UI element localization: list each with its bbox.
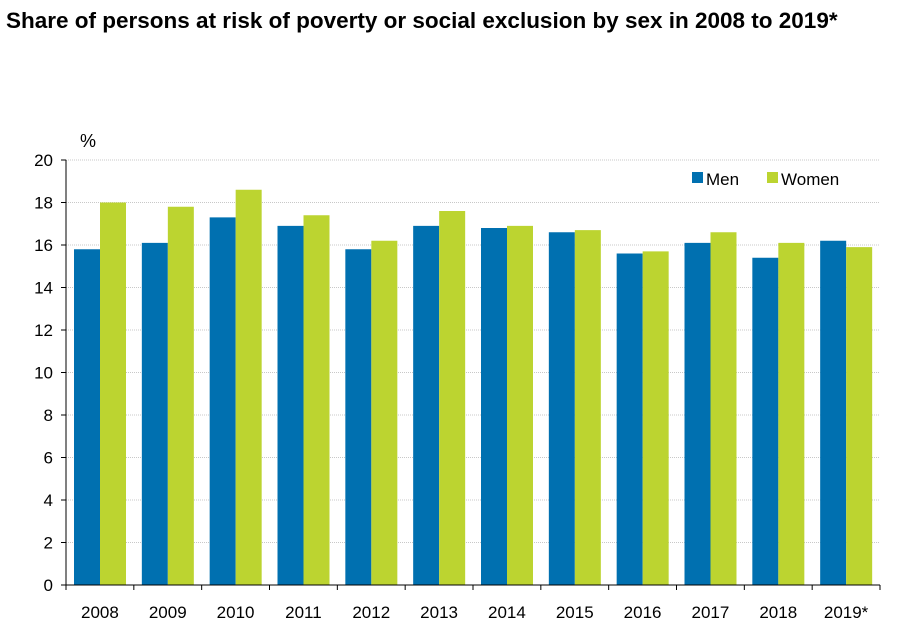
y-tick-label: 20 <box>34 151 53 170</box>
y-tick-label: 0 <box>44 576 53 595</box>
bar-men-2016 <box>616 253 643 585</box>
bar-women-2013 <box>439 211 466 585</box>
bar-women-2015 <box>574 230 601 585</box>
bar-women-2019* <box>846 247 873 585</box>
x-tick-label: 2019* <box>824 603 869 622</box>
y-tick-label: 18 <box>34 194 53 213</box>
x-tick-label: 2017 <box>692 603 730 622</box>
bar-men-2018 <box>752 257 779 585</box>
bar-men-2017 <box>684 242 711 585</box>
bar-men-2019* <box>820 240 847 585</box>
bar-men-2012 <box>345 249 372 585</box>
bar-women-2014 <box>507 225 533 585</box>
x-tick-label: 2008 <box>81 603 119 622</box>
x-tick-label: 2012 <box>352 603 390 622</box>
bar-women-2008 <box>100 202 126 585</box>
bar-men-2011 <box>277 225 304 585</box>
bar-women-2010 <box>235 189 262 585</box>
gridlines <box>66 159 880 543</box>
y-axis-unit-label: % <box>80 131 96 151</box>
bar-women-2011 <box>303 215 330 585</box>
y-tick-label: 14 <box>34 279 53 298</box>
legend-women-label: Women <box>781 170 839 189</box>
x-tick-label: 2015 <box>556 603 594 622</box>
y-tick-label: 2 <box>44 534 53 553</box>
legend-women-swatch <box>767 172 778 183</box>
bar-women-2012 <box>371 240 398 585</box>
x-tick-label: 2018 <box>759 603 797 622</box>
y-tick-label: 6 <box>44 449 53 468</box>
x-tick-label: 2016 <box>624 603 662 622</box>
bar-women-2018 <box>778 242 805 585</box>
x-tick-label: 2010 <box>217 603 255 622</box>
axes: 0 2 4 6 8 10 12 14 16 18 20 2008 2009 2010 2011 2012 201… <box>34 151 881 622</box>
bar-men-2014 <box>481 228 507 585</box>
y-tick-label: 12 <box>34 321 53 340</box>
y-tick-label: 16 <box>34 236 53 255</box>
bar-women-2017 <box>710 232 737 585</box>
bar-men-2008 <box>74 249 100 585</box>
bar-men-2009 <box>141 242 168 585</box>
x-tick-label: 2011 <box>285 603 322 622</box>
bar-women-2009 <box>167 206 194 585</box>
x-tick-label: 2014 <box>488 603 526 622</box>
legend-men-swatch <box>692 172 703 183</box>
bar-men-2010 <box>209 217 236 585</box>
y-tick-label: 4 <box>44 491 53 510</box>
x-tick-label: 2009 <box>149 603 187 622</box>
bar-men-2013 <box>413 225 440 585</box>
legend-men-label: Men <box>706 170 739 189</box>
x-tick-label: 2013 <box>420 603 458 622</box>
bar-men-2015 <box>548 232 575 585</box>
chart-title: Share of persons at risk of poverty or s… <box>6 8 838 33</box>
y-tick-label: 10 <box>34 364 53 383</box>
bars <box>74 189 873 585</box>
y-tick-label: 8 <box>44 406 53 425</box>
bar-women-2016 <box>642 251 669 585</box>
legend: Men Women <box>692 170 839 189</box>
